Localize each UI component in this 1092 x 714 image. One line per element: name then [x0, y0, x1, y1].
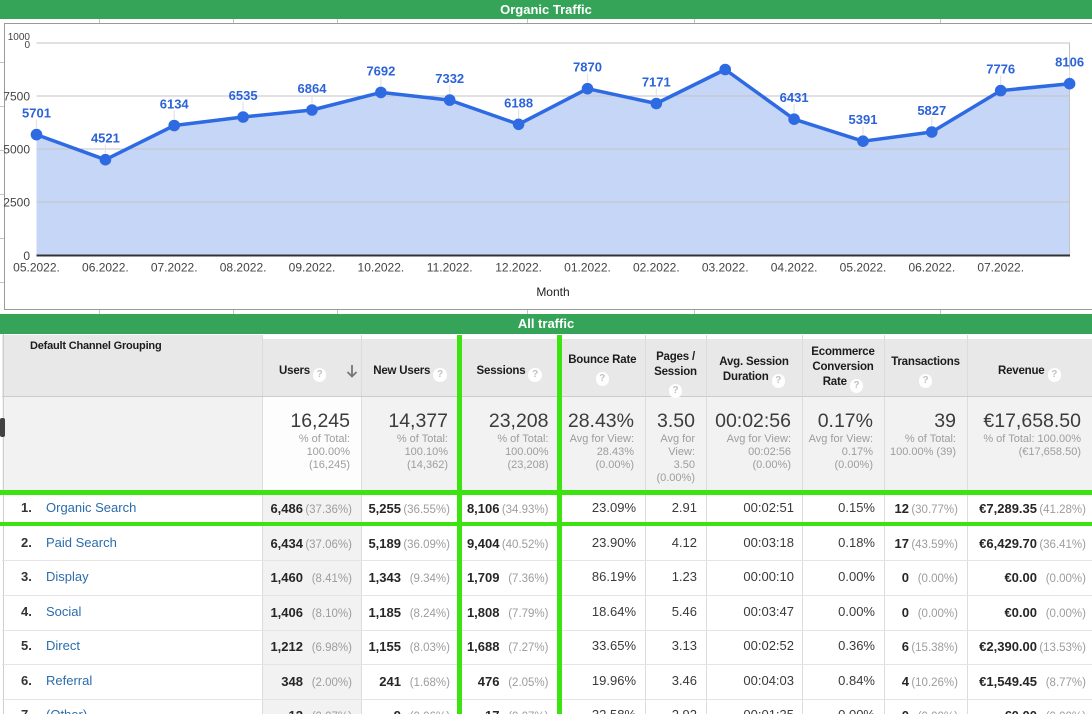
svg-text:7171: 7171 — [642, 75, 671, 90]
svg-text:5701: 5701 — [22, 106, 51, 121]
svg-text:6431: 6431 — [780, 90, 809, 105]
svg-text:5391: 5391 — [849, 112, 878, 127]
svg-text:1000: 1000 — [8, 32, 31, 43]
svg-text:Month: Month — [536, 285, 569, 299]
svg-text:7776: 7776 — [986, 62, 1015, 77]
svg-text:8106: 8106 — [1055, 55, 1084, 70]
svg-text:7500: 7500 — [3, 90, 30, 104]
svg-text:11.2022.: 11.2022. — [427, 261, 473, 275]
svg-text:7332: 7332 — [435, 71, 464, 86]
svg-text:08.2022.: 08.2022. — [220, 261, 267, 275]
svg-text:6134: 6134 — [160, 97, 190, 112]
svg-text:02.2022.: 02.2022. — [633, 261, 680, 275]
svg-text:6188: 6188 — [504, 95, 533, 110]
svg-text:5827: 5827 — [917, 103, 946, 118]
svg-text:07.2022.: 07.2022. — [977, 261, 1024, 275]
svg-text:0: 0 — [24, 40, 30, 51]
svg-text:7870: 7870 — [573, 60, 602, 75]
svg-text:2500: 2500 — [3, 196, 30, 210]
svg-text:5000: 5000 — [3, 143, 30, 157]
svg-text:05.2022.: 05.2022. — [13, 261, 60, 275]
svg-text:06.2022.: 06.2022. — [908, 261, 955, 275]
svg-text:05.2022.: 05.2022. — [840, 261, 887, 275]
svg-text:6535: 6535 — [229, 88, 258, 103]
svg-text:03.2022.: 03.2022. — [702, 261, 749, 275]
svg-text:09.2022.: 09.2022. — [289, 261, 336, 275]
svg-text:04.2022.: 04.2022. — [771, 261, 818, 275]
svg-text:0: 0 — [23, 249, 30, 263]
svg-text:06.2022.: 06.2022. — [82, 261, 129, 275]
svg-text:01.2022.: 01.2022. — [564, 261, 611, 275]
svg-text:4521: 4521 — [91, 131, 120, 146]
svg-text:6864: 6864 — [298, 81, 328, 96]
svg-text:10.2022.: 10.2022. — [358, 261, 405, 275]
svg-text:12.2022.: 12.2022. — [495, 261, 542, 275]
svg-text:7692: 7692 — [366, 63, 395, 78]
svg-text:07.2022.: 07.2022. — [151, 261, 198, 275]
